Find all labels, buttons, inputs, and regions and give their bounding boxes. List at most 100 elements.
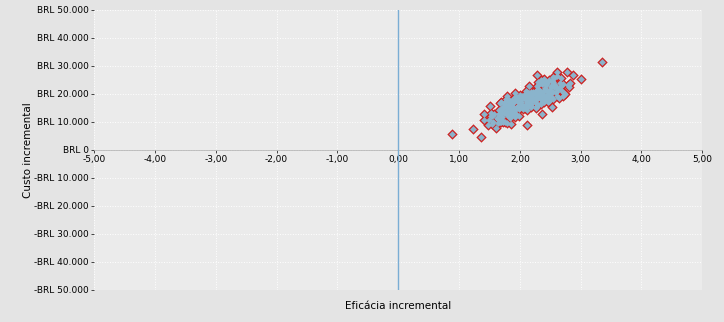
- Point: [527, 95, 539, 100]
- Point: [492, 115, 503, 120]
- Point: [488, 119, 500, 124]
- Point: [506, 111, 518, 117]
- Point: [507, 104, 518, 109]
- Point: [531, 72, 543, 77]
- Point: [545, 84, 557, 89]
- Point: [547, 90, 559, 95]
- Point: [524, 98, 536, 103]
- Point: [512, 97, 523, 102]
- Point: [536, 81, 547, 87]
- Point: [513, 99, 525, 104]
- Point: [522, 101, 534, 107]
- Point: [505, 110, 516, 115]
- Point: [515, 96, 526, 101]
- Point: [510, 97, 521, 102]
- Point: [501, 112, 513, 118]
- Point: [557, 93, 568, 98]
- Point: [547, 80, 559, 85]
- Point: [505, 122, 517, 127]
- Point: [500, 99, 511, 105]
- Point: [515, 99, 526, 105]
- Point: [494, 100, 506, 106]
- Point: [507, 97, 518, 102]
- Point: [512, 95, 523, 100]
- Point: [524, 103, 536, 109]
- Point: [531, 103, 543, 108]
- Point: [511, 97, 523, 102]
- Point: [515, 97, 527, 102]
- Point: [521, 104, 532, 109]
- Point: [531, 91, 542, 96]
- Point: [539, 79, 551, 84]
- Point: [525, 99, 536, 104]
- Point: [526, 89, 537, 94]
- Point: [555, 80, 566, 85]
- Point: [524, 92, 536, 97]
- Point: [497, 103, 509, 108]
- Point: [516, 102, 528, 108]
- Point: [521, 94, 533, 99]
- Point: [507, 109, 518, 114]
- Point: [492, 120, 503, 126]
- Point: [535, 93, 547, 99]
- Point: [507, 109, 518, 114]
- Point: [534, 90, 545, 95]
- Point: [531, 72, 543, 77]
- Point: [509, 108, 521, 113]
- Point: [497, 106, 508, 111]
- Point: [492, 120, 503, 126]
- Point: [513, 113, 525, 118]
- Point: [552, 93, 563, 99]
- Point: [504, 114, 515, 119]
- Point: [535, 77, 547, 82]
- Point: [540, 82, 552, 87]
- Point: [523, 83, 535, 88]
- Point: [494, 120, 506, 125]
- Point: [526, 92, 538, 97]
- Point: [508, 105, 520, 110]
- Point: [538, 90, 550, 95]
- Point: [540, 87, 552, 92]
- Point: [513, 98, 525, 103]
- Point: [523, 97, 535, 102]
- Point: [481, 122, 493, 128]
- Point: [487, 114, 498, 119]
- Point: [513, 98, 524, 103]
- Point: [505, 122, 517, 127]
- Point: [532, 80, 544, 85]
- Point: [536, 95, 547, 100]
- Point: [514, 105, 526, 110]
- Point: [531, 91, 542, 96]
- Point: [501, 110, 513, 116]
- Point: [501, 112, 513, 118]
- Point: [508, 111, 519, 116]
- Point: [543, 98, 555, 103]
- Point: [536, 81, 547, 87]
- Point: [531, 92, 542, 98]
- Point: [537, 78, 549, 83]
- Point: [491, 126, 502, 131]
- Point: [514, 99, 526, 104]
- Point: [536, 98, 547, 103]
- Point: [504, 102, 515, 107]
- X-axis label: Eficácia incremental: Eficácia incremental: [345, 301, 451, 311]
- Point: [506, 111, 518, 117]
- Point: [497, 104, 508, 109]
- Point: [534, 81, 545, 86]
- Point: [550, 90, 562, 95]
- Point: [536, 111, 548, 117]
- Point: [536, 99, 547, 104]
- Point: [505, 115, 516, 120]
- Point: [531, 83, 543, 89]
- Point: [515, 97, 527, 102]
- Point: [514, 99, 526, 104]
- Point: [510, 90, 521, 95]
- Point: [515, 93, 526, 98]
- Point: [547, 74, 559, 79]
- Point: [502, 103, 514, 109]
- Point: [501, 93, 513, 99]
- Point: [532, 80, 544, 85]
- Point: [551, 69, 563, 74]
- Point: [494, 100, 506, 106]
- Point: [511, 97, 523, 102]
